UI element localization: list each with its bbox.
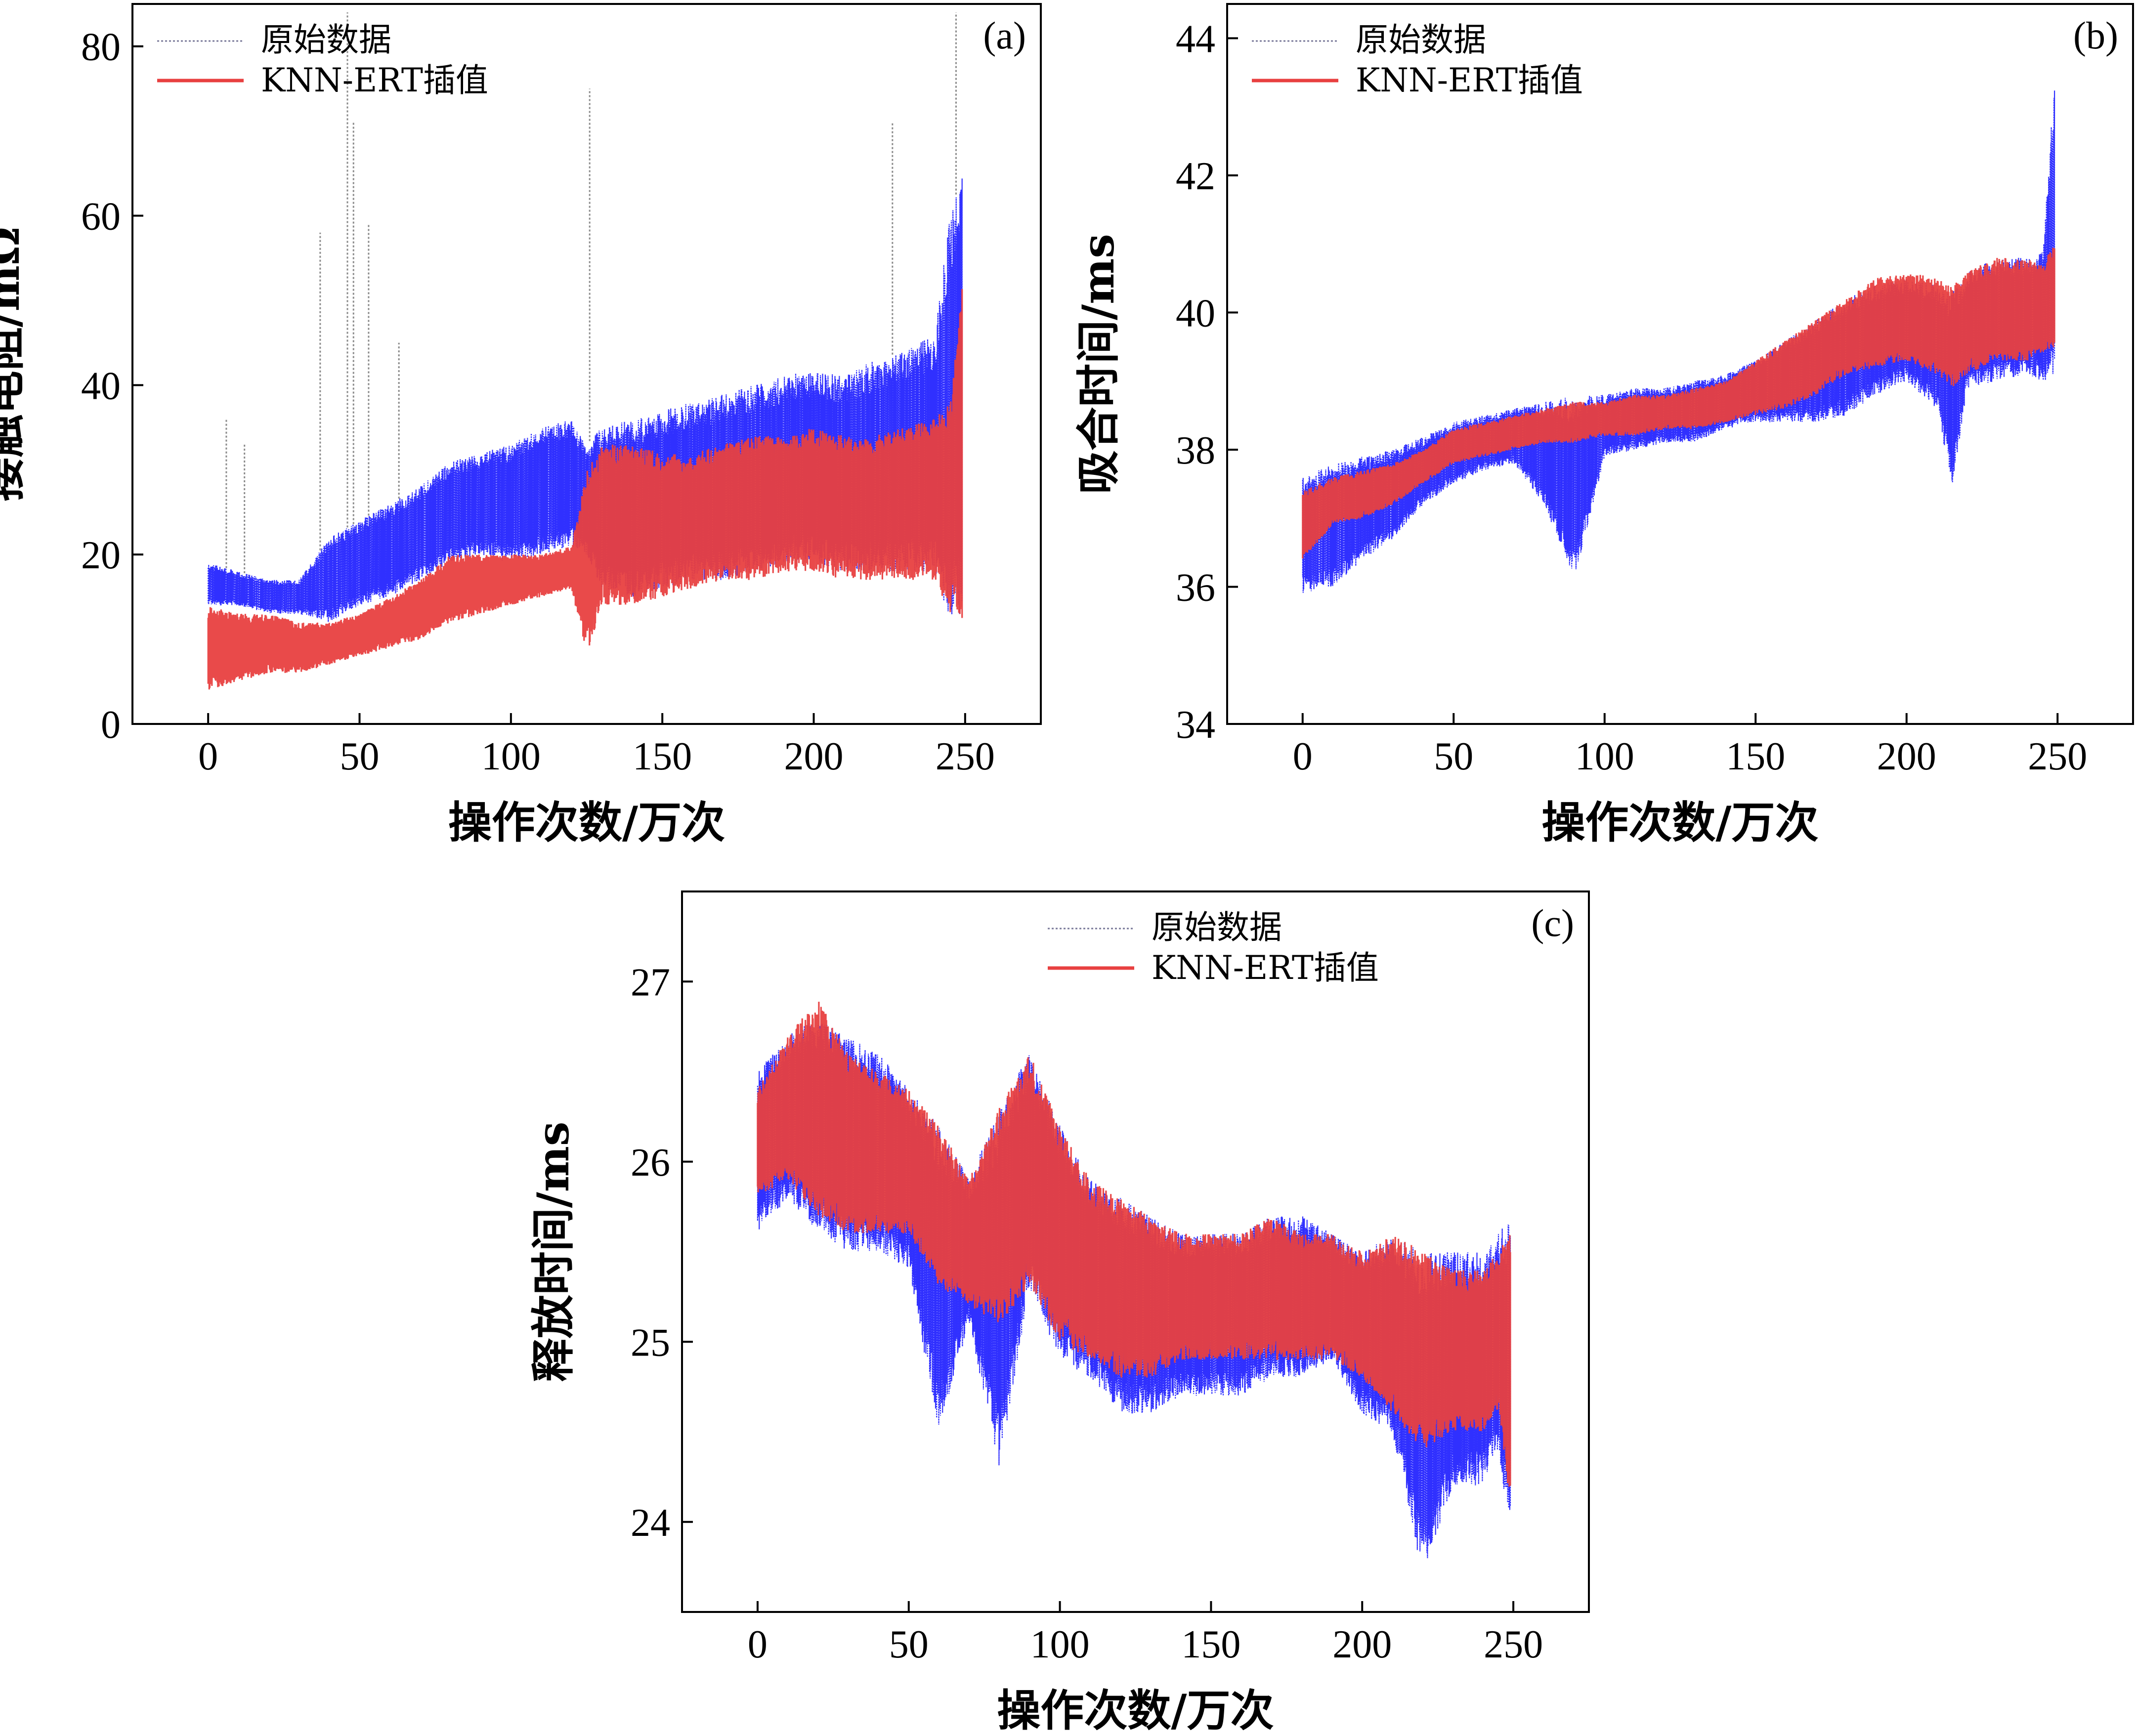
x-tick-label: 150 <box>633 735 692 778</box>
x-axis-label: 操作次数/万次 <box>997 1685 1274 1736</box>
axes-frame <box>681 890 1590 1613</box>
legend-label-interpolated: KNN-ERT插值 <box>1152 949 1379 987</box>
panel-label: (b) <box>2073 14 2118 57</box>
y-tick-label: 20 <box>81 534 121 577</box>
y-axis-label: 接触电阻/mΩ <box>0 227 29 502</box>
y-tick-label: 36 <box>1176 566 1215 609</box>
panel-label: (c) <box>1531 901 1574 944</box>
panel-label: (a) <box>983 14 1026 57</box>
y-axis-label: 吸合时间/ms <box>1072 234 1124 494</box>
x-tick-label: 250 <box>2028 735 2087 778</box>
plot-area <box>757 1002 1511 1559</box>
x-tick-label: 100 <box>1575 735 1634 778</box>
legend-label-original: 原始数据 <box>261 21 391 59</box>
x-tick-label: 200 <box>784 735 844 778</box>
x-axis-label: 操作次数/万次 <box>448 797 725 848</box>
axes-frame <box>1226 3 2134 725</box>
panel-a: 0 50 100 150 200 250 0 20 40 60 80 操作次数/万次 接触电阻/mΩ (a… <box>0 3 1042 848</box>
y-tick-label: 34 <box>1176 703 1215 747</box>
legend-label-original: 原始数据 <box>1152 908 1282 946</box>
x-axis-label: 操作次数/万次 <box>1541 797 1818 848</box>
y-tick-label: 38 <box>1176 429 1215 472</box>
x-tick-label: 0 <box>748 1623 768 1666</box>
panel-b: 0 50 100 150 200 250 34 36 38 40 42 44 操作次数/万次 吸合时间/m… <box>1072 3 2134 848</box>
y-tick-label: 60 <box>81 195 121 239</box>
x-tick-label: 150 <box>1181 1623 1240 1666</box>
y-tick-label: 24 <box>631 1501 670 1545</box>
x-tick-label: 250 <box>1484 1623 1543 1666</box>
x-tick-label: 100 <box>1030 1623 1090 1666</box>
y-tick-label: 44 <box>1176 17 1215 61</box>
x-tick-label: 200 <box>1877 735 1936 778</box>
legend-label-interpolated: KNN-ERT插值 <box>1356 61 1583 99</box>
plot-area <box>1302 90 2055 593</box>
x-tick-label: 100 <box>481 735 541 778</box>
x-tick-label: 50 <box>1434 735 1473 778</box>
y-tick-label: 42 <box>1176 155 1215 198</box>
series-interpolated <box>757 1002 1511 1487</box>
y-tick-label: 80 <box>81 26 121 69</box>
legend-label-original: 原始数据 <box>1356 21 1486 59</box>
plot-area <box>207 12 963 690</box>
x-tick-label: 200 <box>1332 1623 1392 1666</box>
x-tick-label: 0 <box>1293 735 1313 778</box>
x-tick-label: 150 <box>1726 735 1785 778</box>
y-axis-label: 释放时间/ms <box>527 1122 579 1382</box>
axes-frame <box>131 3 1042 725</box>
x-tick-label: 0 <box>198 735 218 778</box>
legend-label-interpolated: KNN-ERT插值 <box>261 61 488 99</box>
panel-c: 0 50 100 150 200 250 24 25 26 27 操作次数/万次 释放时间/ms (c)… <box>527 890 1590 1736</box>
y-tick-label: 0 <box>101 703 121 747</box>
x-tick-label: 50 <box>889 1623 929 1666</box>
series-interpolated <box>1302 248 2055 559</box>
y-tick-label: 40 <box>1176 292 1215 335</box>
y-tick-label: 25 <box>631 1321 670 1364</box>
y-tick-label: 40 <box>81 364 121 408</box>
x-tick-label: 250 <box>936 735 995 778</box>
series-interpolated <box>207 289 963 690</box>
y-tick-label: 27 <box>631 961 670 1004</box>
x-tick-label: 50 <box>340 735 380 778</box>
y-tick-label: 26 <box>631 1141 670 1185</box>
